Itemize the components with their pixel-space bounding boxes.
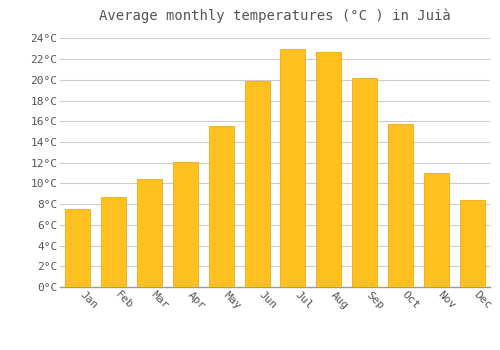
Bar bbox=[316, 52, 342, 287]
Bar bbox=[352, 78, 377, 287]
Bar bbox=[208, 126, 234, 287]
Bar bbox=[280, 49, 305, 287]
Bar bbox=[244, 81, 270, 287]
Bar bbox=[460, 200, 484, 287]
Bar bbox=[173, 162, 198, 287]
Bar bbox=[424, 173, 449, 287]
Bar bbox=[101, 197, 126, 287]
Bar bbox=[388, 124, 413, 287]
Title: Average monthly temperatures (°C ) in Juià: Average monthly temperatures (°C ) in Ju… bbox=[99, 8, 451, 23]
Bar bbox=[66, 209, 90, 287]
Bar bbox=[137, 179, 162, 287]
